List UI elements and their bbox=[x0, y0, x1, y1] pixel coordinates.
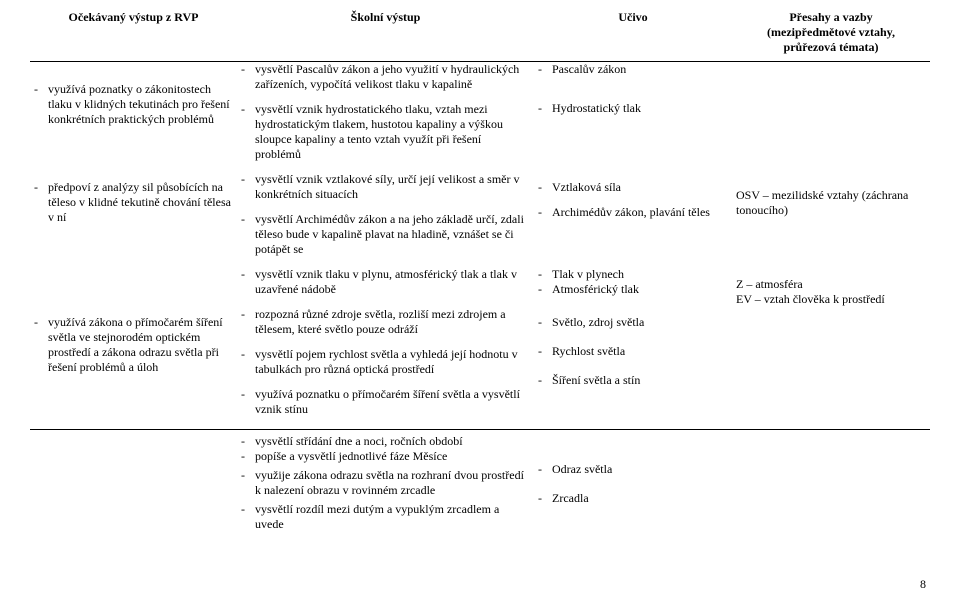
uc-item: Odraz světla bbox=[538, 462, 728, 477]
header-pv-line3: průřezová témata) bbox=[784, 40, 879, 54]
table-row: využívá zákona o přímočarém šíření světl… bbox=[30, 267, 930, 427]
rvp-item: předpoví z analýzy sil působících na těl… bbox=[34, 180, 233, 225]
sv-item: vysvětlí vznik hydrostatického tlaku, vz… bbox=[241, 102, 530, 162]
uc-item: Hydrostatický tlak bbox=[538, 101, 728, 116]
pv-item: Z – atmosféra bbox=[736, 277, 926, 292]
uc-list: Světlo, zdroj světla bbox=[538, 315, 728, 330]
sv-item: rozpozná různé zdroje světla, rozliší me… bbox=[241, 307, 530, 337]
table-row: vysvětlí střídání dne a noci, ročních ob… bbox=[30, 434, 930, 532]
page-number: 8 bbox=[920, 577, 926, 592]
uc-item: Pascalův zákon bbox=[538, 62, 728, 77]
sv-list: vysvětlí Pascalův zákon a jeho využití v… bbox=[241, 62, 530, 92]
curriculum-table: Očekávaný výstup z RVP Školní výstup Uči… bbox=[30, 8, 930, 532]
sv-list: využije zákona odrazu světla na rozhraní… bbox=[241, 468, 530, 498]
uc-list: Hydrostatický tlak bbox=[538, 101, 728, 116]
sv-list: vysvětlí vznik tlaku v plynu, atmosféric… bbox=[241, 267, 530, 297]
page: Očekávaný výstup z RVP Školní výstup Uči… bbox=[0, 0, 960, 594]
header-pv-line1: Přesahy a vazby bbox=[789, 10, 872, 24]
uc-item: Archimédův zákon, plavání těles bbox=[538, 205, 728, 220]
sv-item: vysvětlí střídání dne a noci, ročních ob… bbox=[241, 434, 530, 449]
pv-item: OSV – mezilidské vztahy (záchrana tonouc… bbox=[736, 188, 926, 218]
sv-item: vysvětlí rozdíl mezi dutým a vypuklým zr… bbox=[241, 502, 530, 532]
uc-item: Vztlaková síla bbox=[538, 180, 728, 195]
uc-list: Zrcadla bbox=[538, 491, 728, 506]
sv-list: využívá poznatku o přímočarém šíření svě… bbox=[241, 387, 530, 417]
sv-item: využije zákona odrazu světla na rozhraní… bbox=[241, 468, 530, 498]
rvp-list: využívá poznatky o zákonitostech tlaku v… bbox=[34, 82, 233, 127]
rvp-list: předpoví z analýzy sil působících na těl… bbox=[34, 180, 233, 225]
rvp-item: využívá poznatky o zákonitostech tlaku v… bbox=[34, 82, 233, 127]
table-header-row: Očekávaný výstup z RVP Školní výstup Uči… bbox=[30, 8, 930, 61]
uc-list: Vztlaková síla bbox=[538, 180, 728, 195]
uc-item: Zrcadla bbox=[538, 491, 728, 506]
pv-item: EV – vztah člověka k prostředí bbox=[736, 292, 926, 307]
header-sv: Školní výstup bbox=[237, 8, 534, 61]
sv-item: vysvětlí Pascalův zákon a jeho využití v… bbox=[241, 62, 530, 92]
table-row: předpoví z analýzy sil působících na těl… bbox=[30, 172, 930, 267]
sv-item: využívá poznatku o přímočarém šíření svě… bbox=[241, 387, 530, 417]
table-row: využívá poznatky o zákonitostech tlaku v… bbox=[30, 62, 930, 172]
sv-list: vysvětlí Archimédův zákon a na jeho zákl… bbox=[241, 212, 530, 257]
sv-item: vysvětlí vznik vztlakové síly, určí její… bbox=[241, 172, 530, 202]
uc-item: Rychlost světla bbox=[538, 344, 728, 359]
sv-list: rozpozná různé zdroje světla, rozliší me… bbox=[241, 307, 530, 337]
rvp-item: využívá zákona o přímočarém šíření světl… bbox=[34, 315, 233, 375]
sv-item: vysvětlí Archimédův zákon a na jeho zákl… bbox=[241, 212, 530, 257]
uc-list: Pascalův zákon bbox=[538, 62, 728, 77]
sv-list: vysvětlí vznik hydrostatického tlaku, vz… bbox=[241, 102, 530, 162]
header-uc: Učivo bbox=[534, 8, 732, 61]
header-pv-line2: (mezipředmětové vztahy, bbox=[767, 25, 895, 39]
uc-list: Tlak v plynech Atmosférický tlak bbox=[538, 267, 728, 297]
sv-list: vysvětlí vznik vztlakové síly, určí její… bbox=[241, 172, 530, 202]
uc-item: Tlak v plynech bbox=[538, 267, 728, 282]
uc-list: Archimédův zákon, plavání těles bbox=[538, 205, 728, 220]
header-pv: Přesahy a vazby (mezipředmětové vztahy, … bbox=[732, 8, 930, 61]
uc-list: Odraz světla bbox=[538, 462, 728, 477]
header-rvp: Očekávaný výstup z RVP bbox=[30, 8, 237, 61]
uc-item: Světlo, zdroj světla bbox=[538, 315, 728, 330]
uc-list: Šíření světla a stín bbox=[538, 373, 728, 388]
sv-list: vysvětlí rozdíl mezi dutým a vypuklým zr… bbox=[241, 502, 530, 532]
sv-list: vysvětlí pojem rychlost světla a vyhledá… bbox=[241, 347, 530, 377]
sv-item: popíše a vysvětlí jednotlivé fáze Měsíce bbox=[241, 449, 530, 464]
sv-list: vysvětlí střídání dne a noci, ročních ob… bbox=[241, 434, 530, 464]
uc-list: Rychlost světla bbox=[538, 344, 728, 359]
sv-item: vysvětlí vznik tlaku v plynu, atmosféric… bbox=[241, 267, 530, 297]
sv-item: vysvětlí pojem rychlost světla a vyhledá… bbox=[241, 347, 530, 377]
uc-item: Šíření světla a stín bbox=[538, 373, 728, 388]
uc-item: Atmosférický tlak bbox=[538, 282, 728, 297]
block-underline bbox=[30, 429, 930, 430]
rvp-list: využívá zákona o přímočarém šíření světl… bbox=[34, 315, 233, 375]
